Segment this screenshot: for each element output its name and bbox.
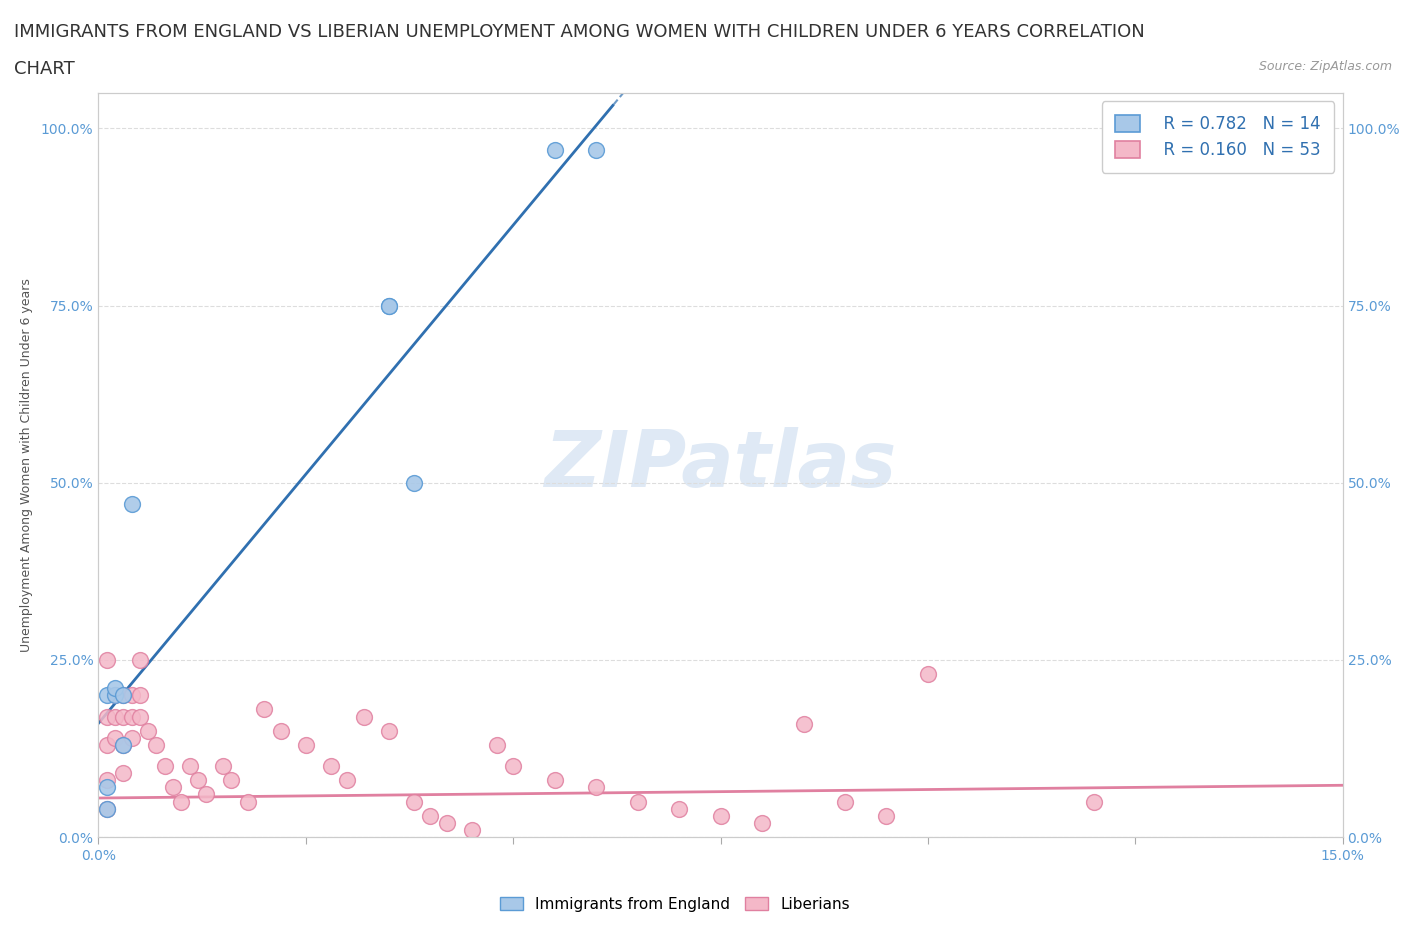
Point [336, 773, 359, 788]
Point [96, 802, 118, 817]
Point [112, 688, 135, 703]
Point [543, 142, 565, 157]
Point [353, 709, 375, 724]
Point [253, 702, 276, 717]
Text: IMMIGRANTS FROM ENGLAND VS LIBERIAN UNEMPLOYMENT AMONG WOMEN WITH CHILDREN UNDER: IMMIGRANTS FROM ENGLAND VS LIBERIAN UNEM… [14, 23, 1144, 41]
Point [112, 737, 135, 752]
Point [793, 716, 815, 731]
Point [121, 730, 143, 745]
Point [319, 759, 342, 774]
Point [377, 299, 401, 313]
Point [917, 667, 939, 682]
Point [96, 688, 118, 703]
Point [129, 653, 152, 668]
Point [104, 688, 127, 703]
Point [170, 794, 193, 809]
Point [112, 688, 135, 703]
Point [145, 737, 167, 752]
Point [104, 709, 127, 724]
Point [162, 780, 184, 795]
Y-axis label: Unemployment Among Women with Children Under 6 years: Unemployment Among Women with Children U… [20, 278, 32, 652]
Point [112, 765, 135, 780]
Point [875, 808, 898, 823]
Point [502, 759, 524, 774]
Point [153, 759, 176, 774]
Point [96, 653, 118, 668]
Point [543, 773, 565, 788]
Point [436, 816, 458, 830]
Text: CHART: CHART [14, 60, 75, 78]
Point [668, 802, 690, 817]
Point [402, 794, 425, 809]
Point [295, 737, 318, 752]
Point [104, 688, 127, 703]
Point [377, 299, 401, 313]
Point [585, 142, 607, 157]
Point [104, 681, 127, 696]
Point [96, 737, 118, 752]
Text: Source: ZipAtlas.com: Source: ZipAtlas.com [1258, 60, 1392, 73]
Legend:   R = 0.782   N = 14,   R = 0.160   N = 53: R = 0.782 N = 14, R = 0.160 N = 53 [1102, 101, 1334, 173]
Point [96, 709, 118, 724]
Point [419, 808, 441, 823]
Point [270, 724, 292, 738]
Point [96, 780, 118, 795]
Point [219, 773, 242, 788]
Point [485, 737, 508, 752]
Point [627, 794, 650, 809]
Point [751, 816, 773, 830]
Point [211, 759, 233, 774]
Point [96, 773, 118, 788]
Point [129, 709, 152, 724]
Point [834, 794, 856, 809]
Point [585, 780, 607, 795]
Point [179, 759, 201, 774]
Point [112, 737, 135, 752]
Point [187, 773, 209, 788]
Point [195, 787, 218, 802]
Point [112, 709, 135, 724]
Point [377, 724, 401, 738]
Point [121, 709, 143, 724]
Point [129, 688, 152, 703]
Point [710, 808, 733, 823]
Point [104, 730, 127, 745]
Point [121, 497, 143, 512]
Point [402, 475, 425, 490]
Point [121, 688, 143, 703]
Point [236, 794, 259, 809]
Point [1083, 794, 1105, 809]
Point [96, 802, 118, 817]
Legend: Immigrants from England, Liberians: Immigrants from England, Liberians [494, 890, 856, 918]
Point [460, 822, 484, 837]
Text: ZIPatlas: ZIPatlas [544, 427, 897, 503]
Point [136, 724, 159, 738]
